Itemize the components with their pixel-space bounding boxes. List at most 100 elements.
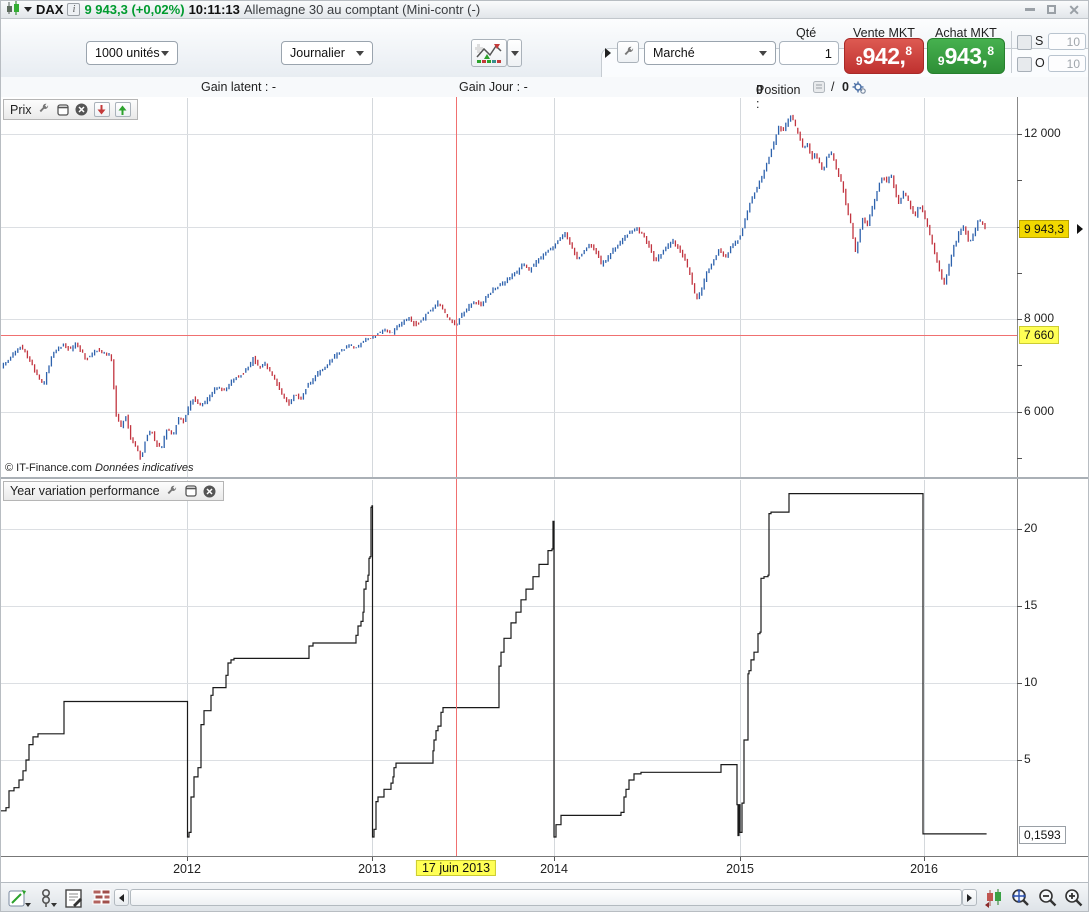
x-axis-tick <box>372 857 373 861</box>
triangle-left-icon <box>119 893 124 902</box>
x-axis-label: 2012 <box>173 862 201 876</box>
x-axis-label: 2016 <box>910 862 938 876</box>
units-dropdown[interactable]: 1000 unités <box>86 41 178 65</box>
objective-value: 10 <box>1066 56 1080 71</box>
price-axis-label: 12 000 <box>1024 126 1061 140</box>
chevron-down-icon <box>759 50 767 56</box>
year-gridline <box>924 480 925 856</box>
order-notes-icon[interactable] <box>63 887 85 909</box>
performance-chart-plot[interactable] <box>1 479 1017 856</box>
sell-market-button[interactable]: 9 942, 8 <box>844 38 924 74</box>
perf-axis-tick <box>1017 529 1022 530</box>
collapse-panel-arrow[interactable] <box>605 48 611 58</box>
close-icon[interactable]: ✕ <box>1068 1 1080 18</box>
perf-axis-tick <box>1017 760 1022 761</box>
price-axis-tick <box>1017 365 1022 366</box>
position-working-count: 0 <box>842 80 849 94</box>
stop-checkbox[interactable] <box>1017 35 1032 50</box>
chevron-down-icon <box>51 903 57 907</box>
qty-label: Qté <box>796 26 817 40</box>
perf-axis-label: 15 <box>1024 598 1038 612</box>
quote-time: 10:11:13 <box>188 2 240 17</box>
year-gridline <box>740 480 741 856</box>
maximize-icon[interactable] <box>1047 5 1057 14</box>
buy-price-prefix: 9 <box>937 53 945 68</box>
zoom-out-icon[interactable] <box>1037 887 1059 909</box>
frame-icon[interactable] <box>184 484 198 498</box>
sell-mkt-label: Vente MKT <box>853 26 915 40</box>
copyright-text: © IT-Finance.com <box>5 462 92 474</box>
close-icon[interactable] <box>203 484 217 498</box>
buy-market-button[interactable]: 9 943, 8 <box>927 38 1005 74</box>
objective-checkbox[interactable] <box>1017 57 1032 72</box>
price-gridline <box>1 412 1017 413</box>
position-caption: Position : <box>756 83 801 111</box>
wrench-icon[interactable] <box>37 103 51 117</box>
sell-price-main: 942, <box>862 42 906 69</box>
market-depth-icon[interactable] <box>91 887 113 909</box>
wrench-icon[interactable] <box>165 484 179 498</box>
year-gridline <box>554 98 555 478</box>
year-gridline <box>372 98 373 478</box>
x-axis-label: 2014 <box>540 862 568 876</box>
year-gridline <box>187 480 188 856</box>
price-chart-plot[interactable] <box>1 97 1017 478</box>
perf-panel-title: Year variation performance <box>10 484 160 498</box>
chevron-down-icon[interactable] <box>24 7 32 12</box>
price-marker-arrow <box>1077 224 1083 234</box>
zoom-in-icon[interactable] <box>1063 887 1085 909</box>
x-axis <box>1 856 1088 882</box>
bottom-toolbar <box>1 882 1088 911</box>
chart-style-button[interactable] <box>471 39 507 67</box>
price-panel-title: Prix <box>10 102 32 117</box>
sell-price-prefix: 9 <box>855 53 863 68</box>
main-toolbar: 1000 unités Journalier Marché Qté <box>1 19 1088 96</box>
gain-latent-label: Gain latent : - <box>201 80 277 94</box>
position-open-count: 0 <box>756 83 763 97</box>
scrollbar-track[interactable] <box>130 889 962 906</box>
price-axis-tick <box>1017 412 1022 413</box>
minimize-icon[interactable] <box>1025 8 1036 11</box>
perf-gridline <box>1 606 1017 607</box>
perf-axis-tick <box>1017 683 1022 684</box>
close-icon[interactable] <box>75 103 89 117</box>
info-icon[interactable]: i <box>67 3 81 16</box>
gear-icon[interactable] <box>852 81 866 97</box>
chevron-down-icon <box>356 50 364 56</box>
scroll-left-button[interactable] <box>114 889 129 906</box>
x-axis-label: 2013 <box>358 862 386 876</box>
perf-value-marker: 0,1593 <box>1019 826 1066 844</box>
stop-value: 10 <box>1066 34 1080 49</box>
cursor-tool-icon[interactable] <box>35 887 57 909</box>
qty-input[interactable]: 1 <box>779 41 839 65</box>
order-type-dropdown[interactable]: Marché <box>644 41 776 65</box>
gain-jour-label: Gain Jour : - <box>459 80 528 94</box>
draw-tool-icon[interactable] <box>7 887 31 909</box>
perf-panel-header: Year variation performance <box>3 481 224 501</box>
objective-input[interactable]: 10 <box>1048 55 1086 72</box>
frame-icon[interactable] <box>56 103 70 117</box>
triangle-right-icon <box>967 893 972 902</box>
buy-price-main: 943, <box>944 42 988 69</box>
data-provider-credit: © IT-Finance.com Données indicatives <box>5 462 193 474</box>
chevron-down-icon <box>25 903 31 907</box>
x-axis-tick <box>740 857 741 861</box>
units-dropdown-value: 1000 unités <box>95 46 160 60</box>
zoom-both-axes-icon[interactable] <box>1009 887 1031 909</box>
stop-input[interactable]: 10 <box>1048 33 1086 50</box>
auto-fit-icon[interactable] <box>983 887 1005 909</box>
perf-gridline <box>1 760 1017 761</box>
crosshair-price-marker: 7 660 <box>1019 326 1060 344</box>
title-bar: DAX i 9 943,3 (+0,02%) 10:11:13 Allemagn… <box>1 1 1088 19</box>
period-dropdown[interactable]: Journalier <box>281 41 373 65</box>
panel-divider[interactable] <box>1 477 1088 479</box>
order-settings-button[interactable] <box>617 41 639 63</box>
price-gridline <box>1 134 1017 135</box>
scroll-right-button[interactable] <box>962 889 977 906</box>
arrow-up-icon[interactable] <box>114 102 131 117</box>
position-list-icon[interactable] <box>813 81 825 96</box>
divider <box>1011 31 1012 73</box>
chart-style-dropdown[interactable] <box>507 39 522 67</box>
arrow-down-icon[interactable] <box>93 102 110 117</box>
